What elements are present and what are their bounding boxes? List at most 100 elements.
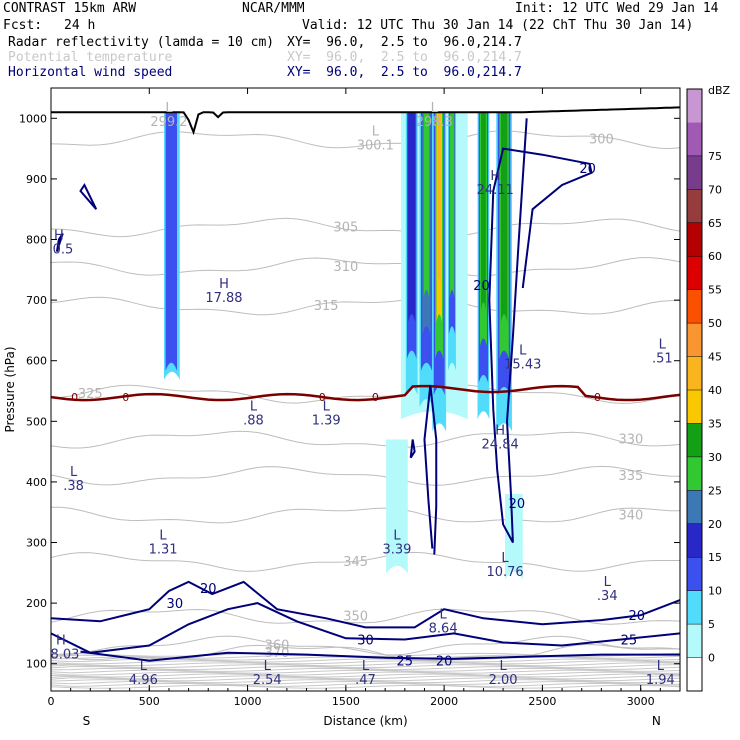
colorbar-label: 25 bbox=[708, 484, 722, 497]
theta-strato-line bbox=[51, 665, 680, 670]
extremum-value: 24.84 bbox=[482, 438, 519, 453]
colorbar-title: dBZ bbox=[708, 84, 731, 97]
extremum-value: 8.64 bbox=[429, 621, 458, 636]
colorbar-swatch bbox=[687, 189, 702, 223]
theta-contour-label: 350 bbox=[343, 609, 368, 624]
south-label: S bbox=[83, 714, 91, 728]
colorbar-label: 40 bbox=[708, 384, 722, 397]
valid-time: Valid: 12 UTC Thu 30 Jan 14 (22 ChT Thu … bbox=[302, 18, 694, 33]
theta-strato-line bbox=[51, 669, 680, 674]
y-tick-label: 700 bbox=[26, 294, 47, 307]
extremum-value: 17.88 bbox=[205, 291, 242, 306]
extremum-marker: L bbox=[501, 551, 509, 566]
extremum-marker: L bbox=[431, 101, 439, 116]
extremum-marker: L bbox=[362, 659, 370, 674]
theta-strato-line bbox=[51, 682, 680, 687]
y-tick-label: 800 bbox=[26, 234, 47, 247]
theta-strato-line bbox=[51, 684, 680, 689]
colorbar-label: 30 bbox=[708, 451, 722, 464]
colorbar-label: 0 bbox=[708, 652, 715, 665]
extremum-value: 4.96 bbox=[129, 673, 158, 688]
colorbar-label: 10 bbox=[708, 585, 722, 598]
theta-contour bbox=[51, 296, 680, 316]
extremum-value: 3.39 bbox=[382, 542, 411, 557]
wind-contour bbox=[409, 439, 416, 459]
extremum-marker: L bbox=[140, 659, 148, 674]
colorbar-swatch bbox=[687, 356, 702, 390]
extremum-marker: H bbox=[495, 424, 505, 439]
plot-frame bbox=[50, 87, 681, 692]
extremum-marker: L bbox=[604, 575, 612, 590]
org-title: NCAR/MMM bbox=[242, 1, 305, 16]
colorbar-swatch bbox=[687, 456, 702, 491]
extremum-marker: H bbox=[219, 277, 229, 292]
theta-contour-label: 310 bbox=[333, 260, 358, 275]
extremum-marker: L bbox=[165, 101, 173, 116]
extremum-value: 2.00 bbox=[489, 673, 518, 688]
extremum-marker: L bbox=[159, 528, 167, 543]
theta-contour bbox=[51, 551, 680, 572]
extremum-marker: H bbox=[490, 169, 500, 184]
extremum-marker: L bbox=[499, 659, 507, 674]
freezing-level-label: 0 bbox=[594, 391, 601, 404]
y-tick-label: 200 bbox=[26, 597, 47, 610]
extremum-marker: L bbox=[440, 607, 448, 622]
extremum-value: .51 bbox=[652, 352, 673, 367]
theta-contour-label: 335 bbox=[618, 469, 643, 484]
extremum-marker: L bbox=[264, 659, 272, 674]
extremum-marker: L bbox=[659, 338, 667, 353]
theta-contour bbox=[51, 506, 680, 524]
theta-contour-label: 300 bbox=[589, 133, 614, 148]
extremum-marker: L bbox=[393, 528, 401, 543]
wind-contour-label: 20 bbox=[473, 279, 490, 294]
theta-strato-line bbox=[51, 681, 680, 686]
forecast-value: 24 h bbox=[64, 18, 96, 33]
reflectivity-core bbox=[165, 112, 177, 371]
extremum-value: 1.31 bbox=[149, 542, 178, 557]
colorbar-swatch bbox=[687, 390, 702, 424]
colorbar-swatch bbox=[687, 624, 702, 658]
terrain-line bbox=[51, 106, 680, 136]
colorbar-label: 5 bbox=[708, 618, 715, 631]
colorbar-label: 60 bbox=[708, 250, 722, 263]
x-tick-label: 3000 bbox=[627, 695, 655, 708]
forecast-label: Fcst: bbox=[3, 18, 43, 33]
theta-contour-label: 340 bbox=[618, 508, 643, 523]
extremum-marker: L bbox=[657, 659, 665, 674]
theta-strato-line bbox=[51, 664, 680, 669]
extremum-marker: L bbox=[70, 465, 78, 480]
colorbar-label: 70 bbox=[708, 183, 722, 196]
y-axis-title: Pressure (hPa) bbox=[3, 346, 17, 432]
x-tick-label: 500 bbox=[139, 695, 160, 708]
field-theta: Potential temperature bbox=[8, 50, 173, 65]
freezing-level-label: 0 bbox=[319, 391, 326, 404]
theta-contour bbox=[51, 217, 680, 238]
reflectivity-core bbox=[423, 112, 430, 298]
field-wind: Horizontal wind speed bbox=[8, 65, 173, 80]
reflectivity-core bbox=[437, 112, 441, 286]
extremum-marker: L bbox=[519, 344, 527, 359]
extremum-marker: L bbox=[323, 399, 331, 414]
theta-contour bbox=[51, 465, 680, 486]
colorbar-swatch bbox=[687, 122, 702, 156]
extremum-value: .88 bbox=[243, 413, 264, 428]
model-title: CONTRAST 15km ARW bbox=[3, 1, 137, 16]
theta-contour bbox=[51, 257, 680, 277]
colorbar-swatch bbox=[687, 490, 702, 524]
colorbar-swatch bbox=[687, 222, 702, 257]
wind-contour bbox=[488, 118, 593, 543]
y-tick-label: 100 bbox=[26, 658, 47, 671]
extremum-value: 20.5 bbox=[44, 243, 73, 258]
x-tick-label: 2500 bbox=[528, 695, 556, 708]
x-tick-label: 1500 bbox=[332, 695, 360, 708]
theta-contour bbox=[51, 643, 680, 662]
reflectivity-core bbox=[449, 112, 455, 298]
extremum-value: 10.76 bbox=[486, 565, 523, 580]
x-tick-label: 0 bbox=[48, 695, 55, 708]
field-reflectivity: Radar reflectivity (lamda = 10 cm) bbox=[8, 35, 275, 50]
extremum-value: .38 bbox=[63, 479, 84, 494]
extremum-marker: L bbox=[250, 399, 258, 414]
theta-strato-line bbox=[51, 658, 680, 663]
colorbar-label: 75 bbox=[708, 150, 722, 163]
